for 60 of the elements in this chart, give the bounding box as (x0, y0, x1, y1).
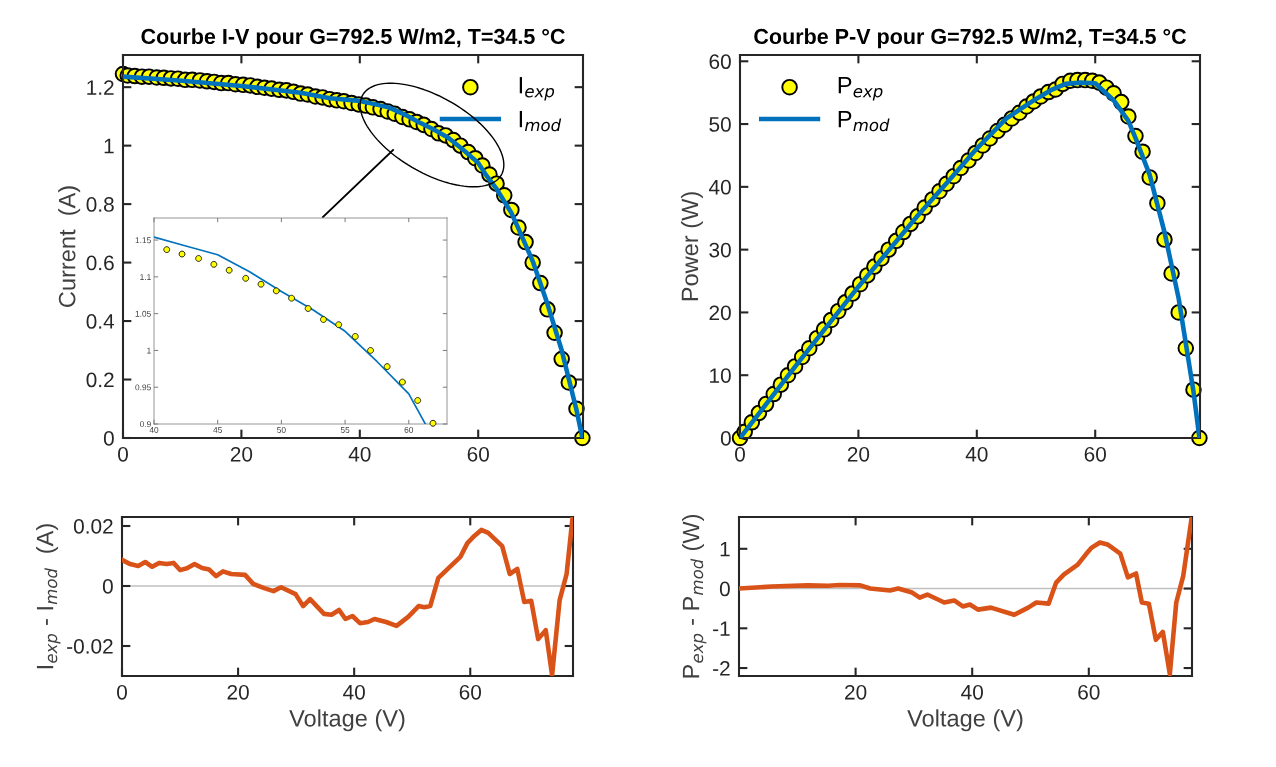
y-axis-title: I$_{exp}$ - I$_{mod}$ (A) (36, 524, 61, 669)
y-tick-label: 10 (710, 368, 731, 383)
x-tick-label: 20 (227, 684, 249, 700)
x-tick-label: 60 (1078, 684, 1100, 700)
x-tick-label: 20 (845, 684, 867, 700)
x-tick-label: 40 (149, 427, 159, 433)
y-tick-label: 0 (102, 579, 113, 594)
y-tick-label: 0.9 (139, 421, 151, 428)
y-tick-label: -1 (713, 621, 730, 636)
y-tick-label: 40 (708, 179, 731, 195)
x-tick-label: 20 (230, 446, 253, 462)
x-tick-label: 0 (117, 684, 127, 700)
x-tick-label: 40 (961, 684, 983, 700)
y-tick-label: 0.02 (73, 519, 113, 534)
y-tick-label: 1.2 (87, 80, 114, 95)
y-tick-label: 50 (709, 117, 731, 132)
legend-label: P$_{exp}$ (838, 77, 883, 101)
x-tick-label: 60 (1084, 446, 1106, 462)
line-series (739, 517, 1192, 676)
y-tick-label: 60 (709, 54, 731, 70)
y-tick-label: 0 (719, 581, 730, 597)
x-tick-label: 60 (467, 446, 489, 462)
x-tick-label: 20 (847, 446, 870, 462)
legend-label: I$_{mod}$ (519, 110, 562, 132)
y-tick-label: 0.95 (135, 384, 151, 391)
y-tick-label: 0.4 (86, 314, 115, 329)
y-axis-title: Power (W) (680, 192, 703, 301)
chart-title: Courbe P-V pour G=792.5 W/m2, T=34.5 °C (754, 28, 1187, 49)
y-tick-label: -2 (713, 661, 730, 676)
y-tick-label: 1 (720, 542, 730, 557)
y-tick-label: 1 (104, 138, 114, 154)
y-tick-label: 1.15 (135, 237, 151, 244)
line-series (154, 236, 427, 424)
x-tick-label: 40 (343, 684, 365, 700)
x-axis-title: Voltage (V) (289, 709, 405, 732)
chart-title: Courbe I-V pour G=792.5 W/m2, T=34.5 °C (141, 28, 565, 49)
y-tick-label: 20 (709, 305, 731, 321)
y-tick-label: 0.6 (86, 255, 114, 271)
x-tick-label: 60 (459, 684, 482, 700)
y-tick-label: 1 (147, 347, 151, 354)
y-tick-label: 1.05 (135, 310, 151, 317)
y-tick-label: -0.02 (67, 639, 113, 654)
x-tick-label: 40 (965, 446, 988, 462)
x-axis-title: Voltage (V) (907, 709, 1023, 732)
y-tick-label: 0.2 (86, 372, 114, 388)
x-tick-label: 0 (118, 446, 128, 462)
y-tick-label: 1.1 (140, 274, 151, 280)
y-tick-label: 0.8 (86, 197, 114, 212)
legend-label: I$_{exp}$ (519, 77, 555, 101)
line-series (122, 517, 573, 676)
x-tick-label: 45 (213, 427, 222, 433)
x-tick-label: 40 (348, 446, 371, 462)
x-tick-label: 0 (735, 446, 745, 462)
x-tick-label: 60 (404, 427, 414, 433)
legend-label: P$_{mod}$ (838, 110, 890, 132)
x-tick-label: 55 (340, 427, 350, 433)
y-axis-title: P$_{exp}$ - P$_{mod}$ (W) (682, 515, 707, 678)
y-tick-label: 30 (709, 242, 731, 258)
y-axis-title: Current (A) (58, 186, 81, 307)
x-tick-label: 50 (277, 427, 286, 433)
